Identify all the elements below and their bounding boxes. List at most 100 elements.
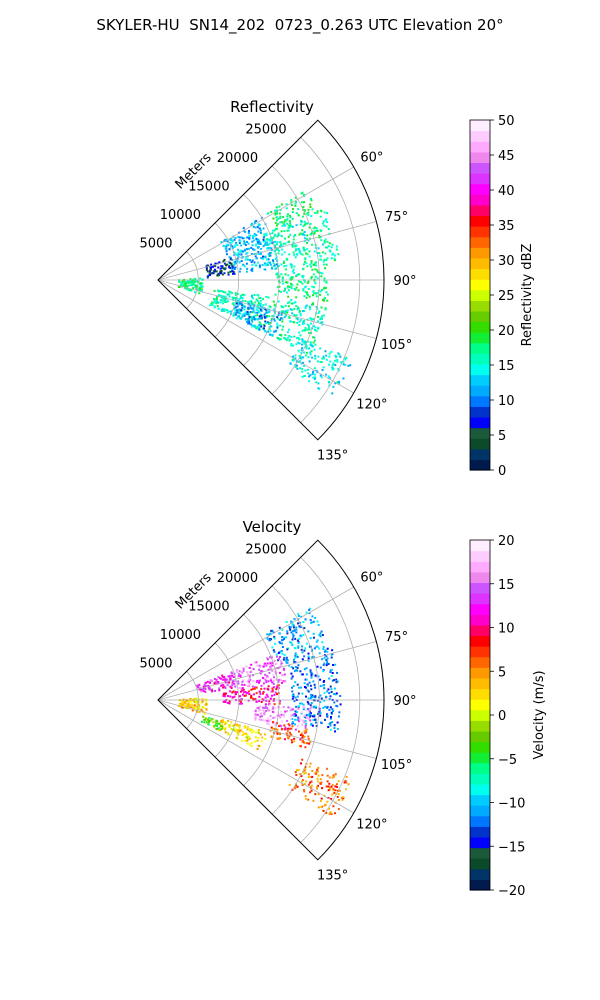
radar-gate	[241, 305, 244, 308]
radar-gate	[225, 692, 228, 695]
radar-gate	[287, 289, 290, 292]
radar-gate	[211, 265, 214, 268]
radar-gate	[309, 341, 312, 344]
radar-gate	[215, 295, 218, 298]
radar-gate	[209, 679, 212, 682]
radar-gate	[266, 707, 269, 709]
radar-gate	[233, 312, 236, 315]
radar-gate	[327, 688, 330, 691]
radar-gate	[245, 320, 248, 323]
radar-gate	[274, 209, 277, 212]
radar-gate	[231, 268, 234, 271]
radar-gate	[312, 620, 315, 623]
radar-gate	[293, 235, 295, 238]
radar-gate	[308, 681, 311, 684]
radar-gate	[314, 212, 317, 214]
radar-gate	[224, 297, 227, 300]
radar-gate	[274, 253, 277, 256]
radar-gate	[344, 358, 347, 361]
radar-gate	[222, 686, 225, 689]
radar-gate	[258, 718, 261, 721]
radar-gate	[299, 223, 302, 226]
radar-gate	[317, 774, 320, 777]
radar-gate	[265, 699, 268, 702]
radar-gate	[251, 297, 254, 300]
radar-gate	[246, 311, 249, 313]
radar-gate	[185, 707, 188, 710]
radar-gate	[306, 248, 309, 251]
radar-gate	[303, 649, 306, 652]
radar-gate	[219, 272, 222, 275]
radial-tick-label: 20000	[217, 571, 258, 586]
radar-gate	[228, 266, 231, 269]
radar-gate	[245, 313, 248, 316]
radar-gate	[271, 690, 274, 693]
colorbar-segment	[470, 385, 490, 397]
radar-gate	[295, 253, 298, 255]
radar-gate	[283, 724, 286, 727]
radar-gate	[263, 313, 266, 316]
radar-gate	[272, 683, 275, 685]
radar-gate	[289, 709, 292, 712]
radar-gate	[294, 728, 297, 731]
radar-gate	[336, 795, 339, 798]
radar-gate	[238, 298, 241, 301]
radar-gate	[326, 240, 329, 243]
radar-gate	[300, 362, 303, 365]
radar-gate	[250, 323, 253, 326]
radar-gate	[230, 687, 233, 689]
radar-gate	[272, 706, 275, 708]
radar-gate	[226, 253, 228, 256]
radar-gate	[324, 718, 326, 721]
radar-gate	[317, 355, 320, 358]
radar-gate	[325, 659, 328, 662]
radar-gate	[283, 654, 286, 656]
colorbar-segment	[470, 688, 490, 700]
radar-gate	[294, 354, 297, 357]
radar-gate	[217, 681, 220, 684]
radar-gate	[273, 318, 276, 321]
colorbar-segment	[470, 215, 490, 227]
radar-gate	[201, 289, 203, 292]
radar-gate	[280, 305, 283, 308]
colorbar-segment	[470, 374, 490, 386]
radar-gate	[231, 296, 234, 299]
radar-gate	[281, 310, 284, 313]
radar-gate	[226, 293, 229, 296]
radar-gate	[196, 684, 199, 687]
radar-gate	[312, 715, 314, 718]
radar-gate	[304, 285, 307, 288]
radar-gate	[256, 311, 259, 314]
radar-gate	[228, 248, 231, 251]
radar-gate	[255, 692, 258, 695]
radar-gate	[316, 620, 319, 623]
radar-gate	[291, 690, 294, 693]
radar-gate	[315, 771, 318, 774]
colorbar-segment	[470, 720, 490, 732]
radar-gate	[310, 231, 313, 234]
radar-gate	[296, 283, 299, 286]
radar-gate	[326, 657, 329, 660]
radar-gate	[299, 670, 302, 673]
radar-gate	[332, 710, 335, 712]
radar-gate	[301, 268, 304, 271]
radar-gate	[281, 674, 284, 677]
radar-gate	[300, 351, 303, 354]
radar-gate	[332, 789, 335, 792]
radar-gate	[291, 643, 294, 646]
radar-gate	[200, 690, 203, 693]
radar-gate	[261, 670, 264, 673]
radar-gate	[255, 681, 258, 683]
radar-gate	[314, 354, 317, 357]
radar-gate	[248, 316, 251, 319]
radar-gate	[272, 237, 275, 240]
radar-gate	[203, 712, 206, 715]
radar-gate	[258, 324, 261, 327]
radar-gate	[286, 648, 289, 651]
radar-gate	[278, 632, 281, 635]
angle-tick-label: 135°	[317, 869, 348, 884]
radar-gate	[180, 700, 183, 703]
panel-title: Reflectivity	[230, 98, 314, 116]
radar-gate	[312, 632, 315, 635]
radar-gate	[281, 639, 284, 642]
